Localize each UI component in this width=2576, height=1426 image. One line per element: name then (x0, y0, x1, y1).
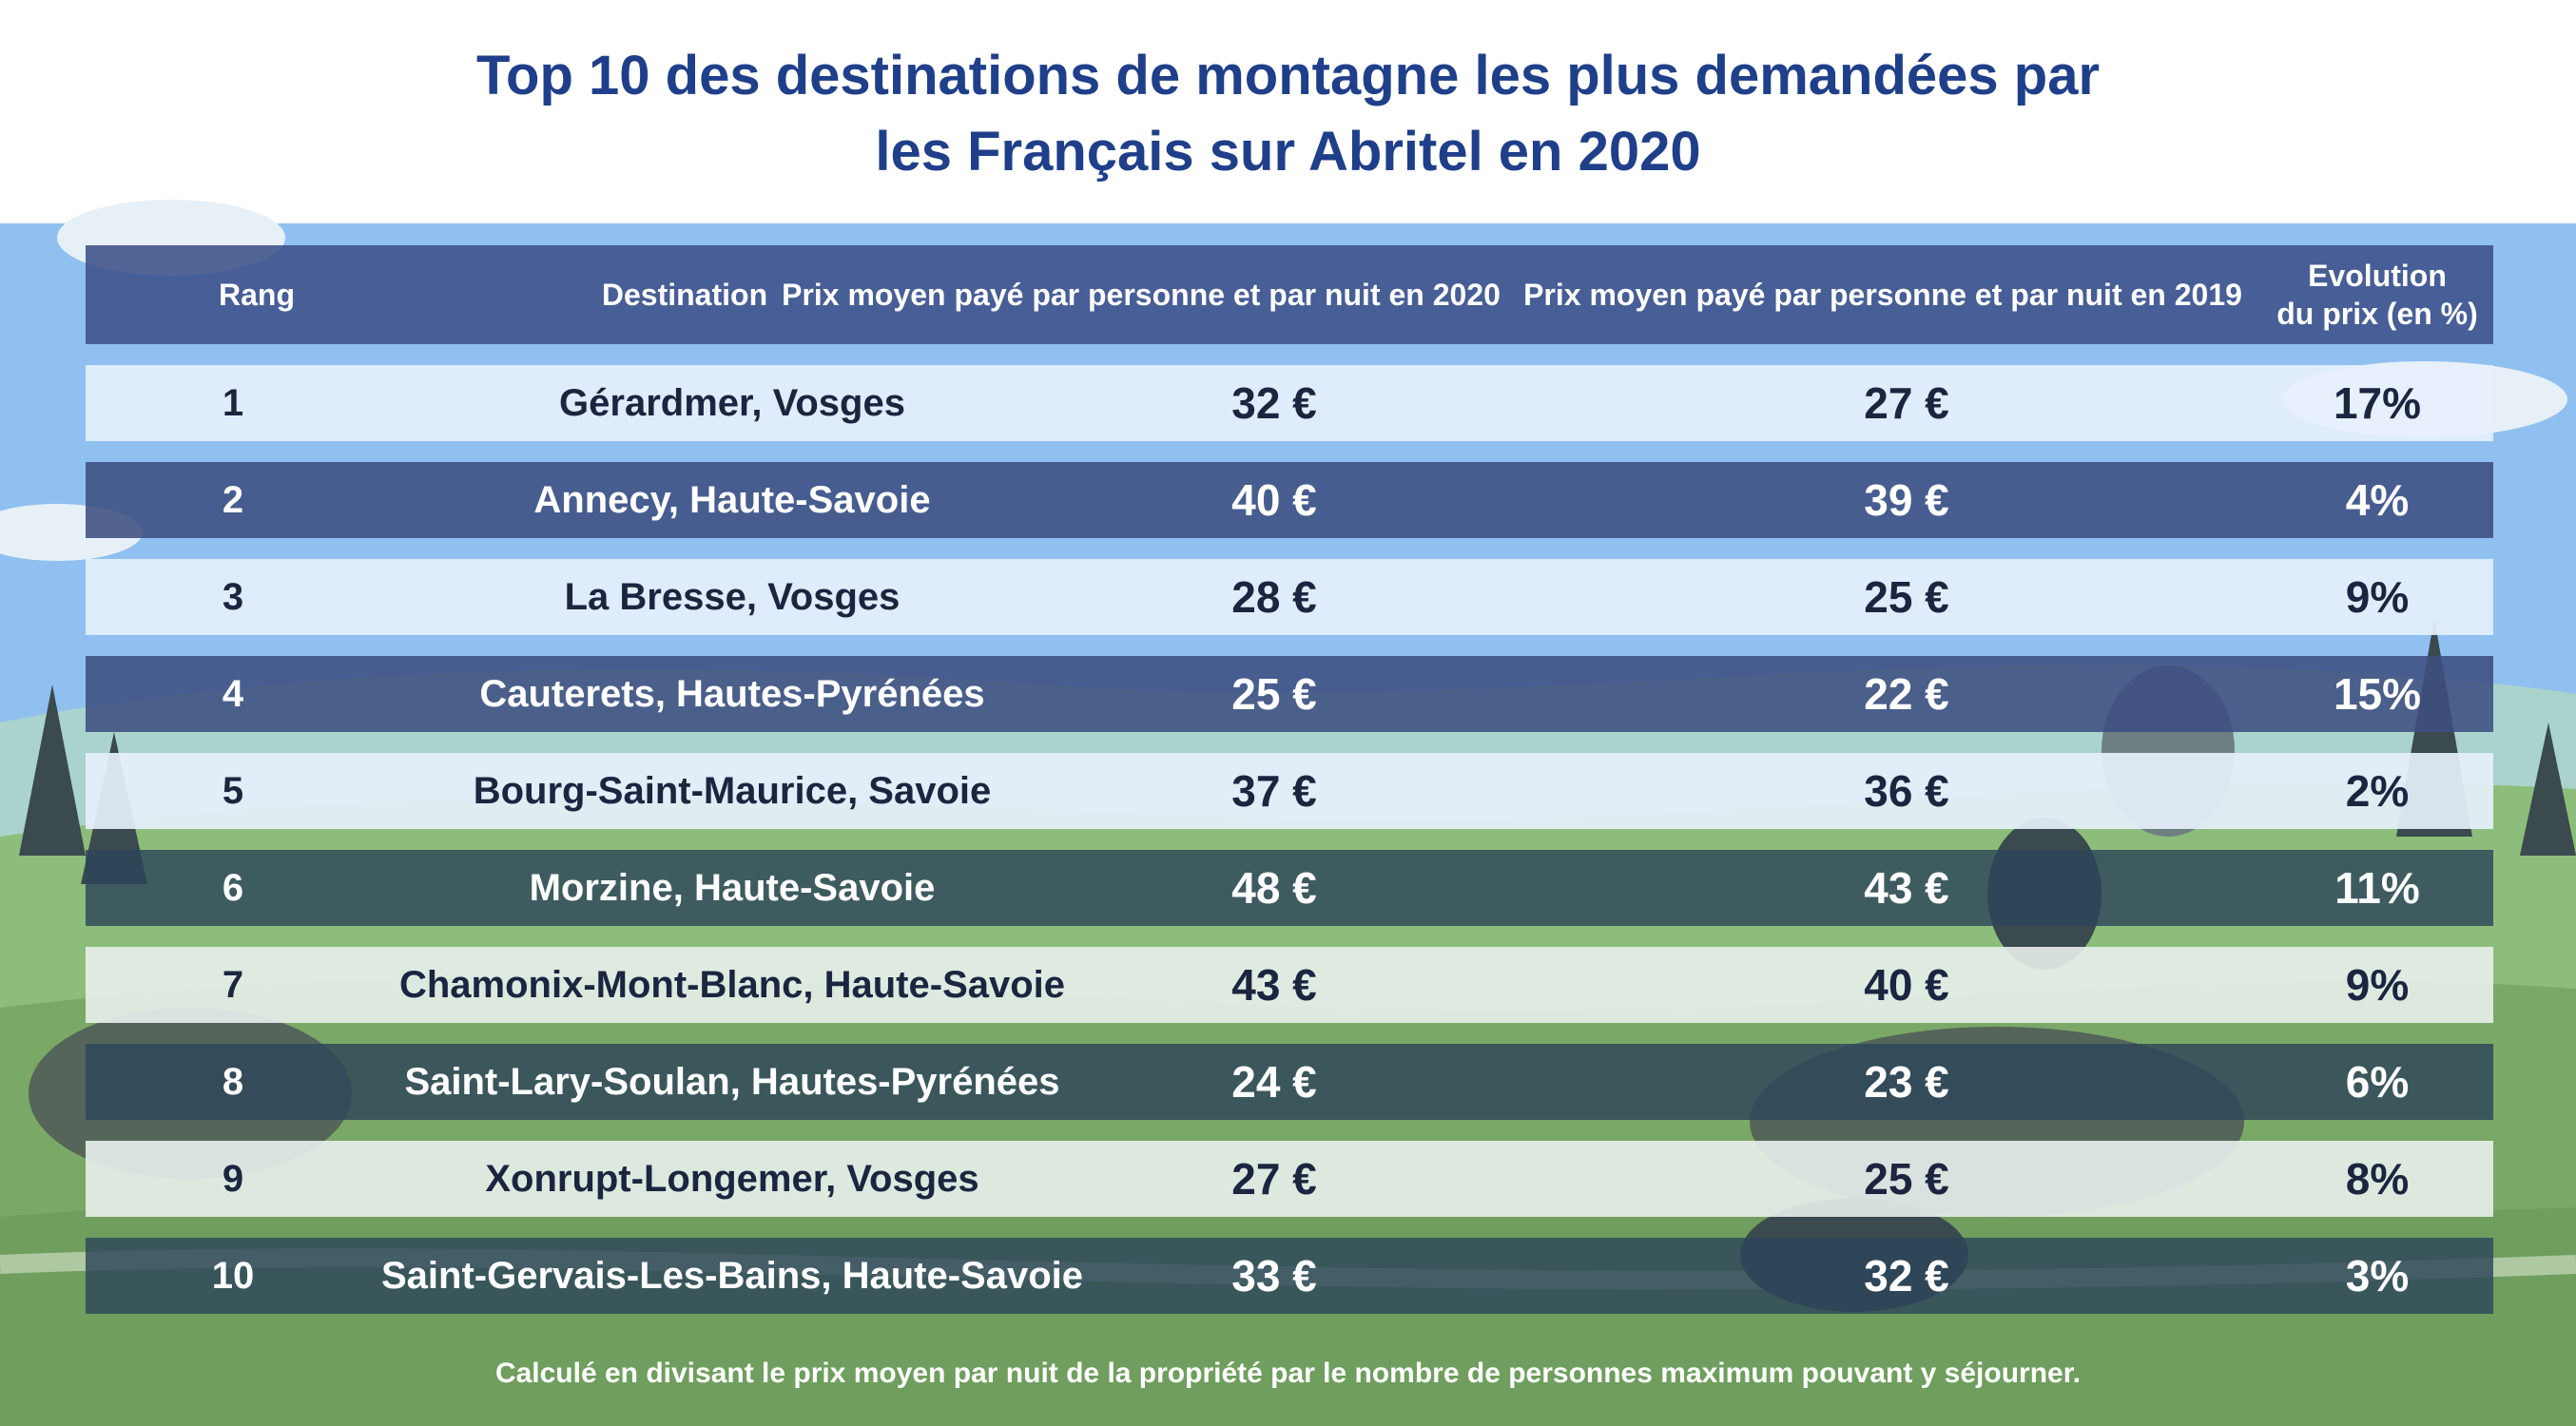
cell-destination: Saint-Lary-Soulan, Hautes-Pyrénées (404, 1060, 1060, 1103)
cell-evolution: 9% (2345, 960, 2410, 1010)
table-row: 6 Morzine, Haute-Savoie 48 € 43 € 11% (86, 850, 2493, 926)
cell-price-2019: 22 € (1864, 669, 1949, 719)
cell-rank: 8 (222, 1060, 244, 1103)
cell-price-2020: 37 € (1231, 766, 1317, 816)
cell-price-2020: 28 € (1231, 572, 1317, 622)
header-rank: Rang (219, 278, 295, 312)
cell-rank: 3 (222, 575, 244, 618)
table-row: 4 Cauterets, Hautes-Pyrénées 25 € 22 € 1… (86, 656, 2493, 732)
cell-destination: Chamonix-Mont-Blanc, Haute-Savoie (398, 963, 1066, 1006)
cell-price-2019: 23 € (1864, 1057, 1949, 1107)
page-title: Top 10 des destinations de montagne les … (0, 38, 2576, 190)
cell-price-2020: 27 € (1231, 1154, 1317, 1204)
table-row: 5 Bourg-Saint-Maurice, Savoie 37 € 36 € … (86, 753, 2493, 829)
cell-rank: 6 (222, 866, 244, 909)
header-evolution-line2: du prix (en %) (2276, 297, 2478, 331)
cell-price-2020: 48 € (1231, 863, 1317, 913)
cell-price-2019: 39 € (1864, 475, 1949, 525)
cell-price-2019: 32 € (1864, 1251, 1949, 1301)
cell-price-2020: 32 € (1231, 378, 1317, 428)
title-line-1: Top 10 des destinations de montagne les … (475, 45, 2101, 106)
cell-destination: La Bresse, Vosges (564, 575, 901, 618)
cell-price-2020: 25 € (1231, 669, 1317, 719)
cell-destination: Gérardmer, Vosges (559, 381, 905, 424)
cell-price-2019: 25 € (1864, 572, 1949, 622)
cell-evolution: 4% (2345, 475, 2410, 525)
header-evolution-line1: Evolution (2308, 259, 2447, 293)
table-row: 1 Gérardmer, Vosges 32 € 27 € 17% (86, 365, 2493, 441)
header-destination: Destination (601, 278, 768, 312)
cell-price-2020: 43 € (1231, 960, 1317, 1010)
cell-rank: 5 (222, 769, 244, 812)
cell-rank: 9 (222, 1157, 244, 1200)
destinations-table: Rang Destination Prix moyen payé par per… (86, 245, 2493, 1314)
cell-destination: Annecy, Haute-Savoie (533, 478, 931, 521)
cell-evolution: 8% (2345, 1154, 2410, 1204)
cell-rank: 10 (211, 1254, 255, 1297)
cell-price-2019: 43 € (1864, 863, 1949, 913)
table-row: 3 La Bresse, Vosges 28 € 25 € 9% (86, 559, 2493, 635)
title-line-2: les Français sur Abritel en 2020 (875, 121, 1701, 183)
header-price-2020: Prix moyen payé par personne et par nuit… (782, 278, 1501, 312)
cell-destination: Bourg-Saint-Maurice, Savoie (473, 769, 992, 812)
table-row: 7 Chamonix-Mont-Blanc, Haute-Savoie 43 €… (86, 947, 2493, 1023)
cell-price-2019: 36 € (1864, 766, 1949, 816)
cell-rank: 2 (222, 478, 244, 521)
cell-destination: Xonrupt-Longemer, Vosges (485, 1157, 979, 1200)
cell-evolution: 15% (2333, 669, 2422, 719)
header-evolution: Evolution du prix (en %) (2235, 245, 2520, 344)
table-row: 2 Annecy, Haute-Savoie 40 € 39 € 4% (86, 462, 2493, 538)
table-header: Rang Destination Prix moyen payé par per… (86, 245, 2493, 344)
cell-evolution: 17% (2333, 378, 2422, 428)
cell-evolution: 2% (2345, 766, 2410, 816)
cell-evolution: 6% (2345, 1057, 2410, 1107)
header-price-2019: Prix moyen payé par personne et par nuit… (1523, 278, 2242, 312)
cell-price-2020: 24 € (1231, 1057, 1317, 1107)
cell-price-2020: 33 € (1231, 1251, 1317, 1301)
cell-destination: Saint-Gervais-Les-Bains, Haute-Savoie (380, 1254, 1084, 1297)
cell-evolution: 9% (2345, 572, 2410, 622)
table-row: 9 Xonrupt-Longemer, Vosges 27 € 25 € 8% (86, 1141, 2493, 1217)
cell-evolution: 11% (2334, 863, 2420, 913)
cell-price-2019: 40 € (1864, 960, 1949, 1010)
cell-price-2019: 27 € (1864, 378, 1949, 428)
table-row: 10 Saint-Gervais-Les-Bains, Haute-Savoie… (86, 1238, 2493, 1314)
cell-evolution: 3% (2345, 1251, 2410, 1301)
cell-destination: Cauterets, Hautes-Pyrénées (479, 672, 985, 715)
cell-destination: Morzine, Haute-Savoie (529, 866, 936, 909)
table-row: 8 Saint-Lary-Soulan, Hautes-Pyrénées 24 … (86, 1044, 2493, 1120)
cell-price-2020: 40 € (1231, 475, 1317, 525)
cell-rank: 4 (222, 672, 244, 715)
cell-rank: 7 (222, 963, 244, 1006)
cell-rank: 1 (222, 381, 244, 424)
cell-price-2019: 25 € (1864, 1154, 1949, 1204)
footnote: Calculé en divisant le prix moyen par nu… (494, 1358, 2082, 1389)
